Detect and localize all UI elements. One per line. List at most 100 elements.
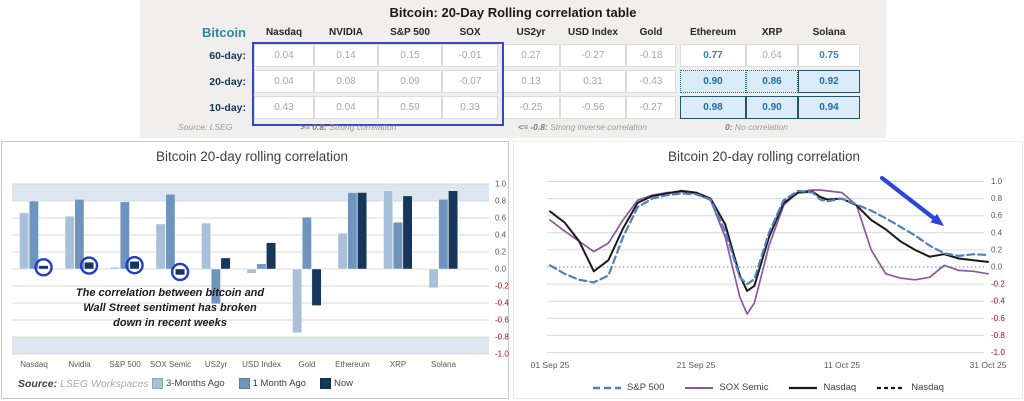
x-category-label: Nasdaq <box>20 360 48 369</box>
table-cell: 0.43 <box>254 96 314 119</box>
x-category-label: Solana <box>431 360 456 369</box>
y-tick-label: -0.8 <box>495 333 509 342</box>
legend-item: 3-Months Ago <box>152 378 225 389</box>
bar-now <box>357 192 367 270</box>
table-cell: 0.04 <box>254 44 314 67</box>
circle-annotation <box>170 262 190 282</box>
row-label: 20-day: <box>209 75 246 88</box>
line-chart: 1.0 0.8 0.6 0.4 0.2 0.0 -0.2 -0.4 -0.6 -0.8 -1.0 01… <box>531 175 1007 370</box>
bar-now <box>84 261 94 270</box>
source-prefix: Source: <box>18 378 58 390</box>
legend-item: Nasdaq <box>788 382 856 393</box>
table-cell: 0.75 <box>798 44 860 67</box>
column-header: NVIDIA <box>329 27 363 38</box>
legend-swatch <box>319 378 331 389</box>
y-tick-label: 0.4 <box>495 231 507 240</box>
legend-line-sample <box>877 386 906 389</box>
column-header: USD Index <box>567 27 618 38</box>
x-category-label: Ethereum <box>335 360 370 369</box>
series-nasdaq <box>549 189 989 292</box>
bar-1-month-ago <box>119 201 130 270</box>
table-cell: 0.27 <box>502 44 560 67</box>
table-cell: -0.07 <box>442 70 498 93</box>
bar-now <box>266 242 276 270</box>
bar-chart-legend: 3-Months Ago 1 Month Ago Now <box>152 378 353 389</box>
y-tick-label: -0.6 <box>495 316 509 325</box>
y-tick-label: 0.4 <box>991 228 1003 237</box>
y-tick-label: -0.2 <box>991 280 1005 289</box>
legend-item: Nasdaq <box>876 382 944 393</box>
bar-now <box>220 257 231 270</box>
footnote: 0: No correlation <box>725 122 788 132</box>
bar-chart: 1.0 0.8 0.6 0.4 0.2 0.0 -0.2 -0.4 -0.6 -0.8 -1.0 Na… <box>12 180 509 369</box>
x-category-label: SOX Semic <box>150 360 191 369</box>
bar-chart-title: Bitcoin 20-day rolling correlation <box>155 149 349 164</box>
y-tick-label: 0.0 <box>495 265 507 274</box>
column-header: SOX <box>459 27 481 38</box>
legend-item: 1 Month Ago <box>238 378 306 389</box>
footnote: Source: LSEG <box>178 122 233 132</box>
bar-now <box>402 195 413 270</box>
column-header: Gold <box>639 27 663 38</box>
table-header-row: Bitcoin Nasdaq NVIDIA S&P 500 SOX US2yr USD In… <box>164 24 864 41</box>
annotation-text: Wall Street sentiment has broken <box>83 302 257 314</box>
table-cell: 0.15 <box>378 44 442 67</box>
table-cell: 0.09 <box>378 70 442 93</box>
bar-now <box>175 268 185 276</box>
row-label: 10-day: <box>209 101 246 114</box>
table-cell: -0.43 <box>626 70 676 93</box>
table-cell: 0.77 <box>680 44 746 67</box>
bar-1-month-ago <box>347 192 358 270</box>
table-cell: -0.18 <box>626 44 676 67</box>
x-category-label: Nvidia <box>68 360 91 369</box>
bar-1-month-ago <box>165 194 176 270</box>
bar-now <box>448 190 458 270</box>
x-category-label: XRP <box>390 360 406 369</box>
annotation-text: down in recent weeks <box>113 317 227 329</box>
table-row: 10-day: 0.43 0.04 0.59 0.33 -0.25 -0.56 -0.27 0.… <box>164 96 864 119</box>
footnote: <= -0.8: Strong inverse correlation <box>518 122 647 132</box>
bar-3-months-ago <box>246 268 257 274</box>
legend-swatch <box>238 378 250 389</box>
table-cell: 0.31 <box>560 70 626 93</box>
table-title: Bitcoin: 20-Day Rolling correlation tabl… <box>389 5 637 20</box>
y-tick-label: 1.0 <box>991 177 1003 186</box>
bar-now <box>311 268 322 306</box>
legend-label: Now <box>333 378 353 389</box>
x-category-label: USD Index <box>242 360 281 369</box>
legend-label: Nasdaq <box>823 382 857 393</box>
bar-3-months-ago <box>292 268 303 333</box>
table-cell: 0.64 <box>746 44 798 67</box>
column-header: XRP <box>761 27 783 38</box>
correlation-table-panel: Bitcoin: 20-Day Rolling correlation tabl… <box>140 0 886 138</box>
legend-swatch <box>152 378 163 389</box>
table-cell: 0.59 <box>378 96 442 119</box>
legend-item: Now <box>319 378 353 389</box>
series-sox-semic <box>549 189 989 315</box>
table-cell: 0.08 <box>314 70 378 93</box>
bar-1-month-ago <box>29 200 39 270</box>
column-header: US2yr <box>516 27 546 38</box>
table-cell: 0.13 <box>502 70 560 93</box>
y-tick-label: -0.8 <box>991 331 1005 340</box>
trend-arrow <box>879 175 936 221</box>
bar-3-months-ago <box>110 267 121 270</box>
table-row: 20-day: 0.04 0.08 0.09 -0.07 0.13 0.31 -0.43 0.9… <box>164 70 864 93</box>
bar-3-months-ago <box>337 233 348 270</box>
table-cell: -0.25 <box>502 96 560 119</box>
x-category-label: S&P 500 <box>109 360 141 369</box>
trend-arrow-head <box>930 213 944 226</box>
y-tick-label: -1.0 <box>495 350 509 359</box>
correlation-table: Bitcoin Nasdaq NVIDIA S&P 500 SOX US2yr USD In… <box>164 24 864 126</box>
bar-1-month-ago <box>74 199 85 270</box>
legend-item: SOX Semic <box>684 382 768 393</box>
table-cell: 0.98 <box>680 96 746 119</box>
row-label: 60-day: <box>209 49 246 62</box>
table-cell: 0.92 <box>798 70 860 93</box>
series-s&p-500 <box>548 189 990 286</box>
bar-3-months-ago <box>383 190 394 270</box>
legend-item: S&P 500 <box>592 382 664 393</box>
table-cell: -0.27 <box>560 44 626 67</box>
x-tick-label: 21 Sep 25 <box>677 360 716 370</box>
y-tick-label: 1.0 <box>495 180 507 189</box>
